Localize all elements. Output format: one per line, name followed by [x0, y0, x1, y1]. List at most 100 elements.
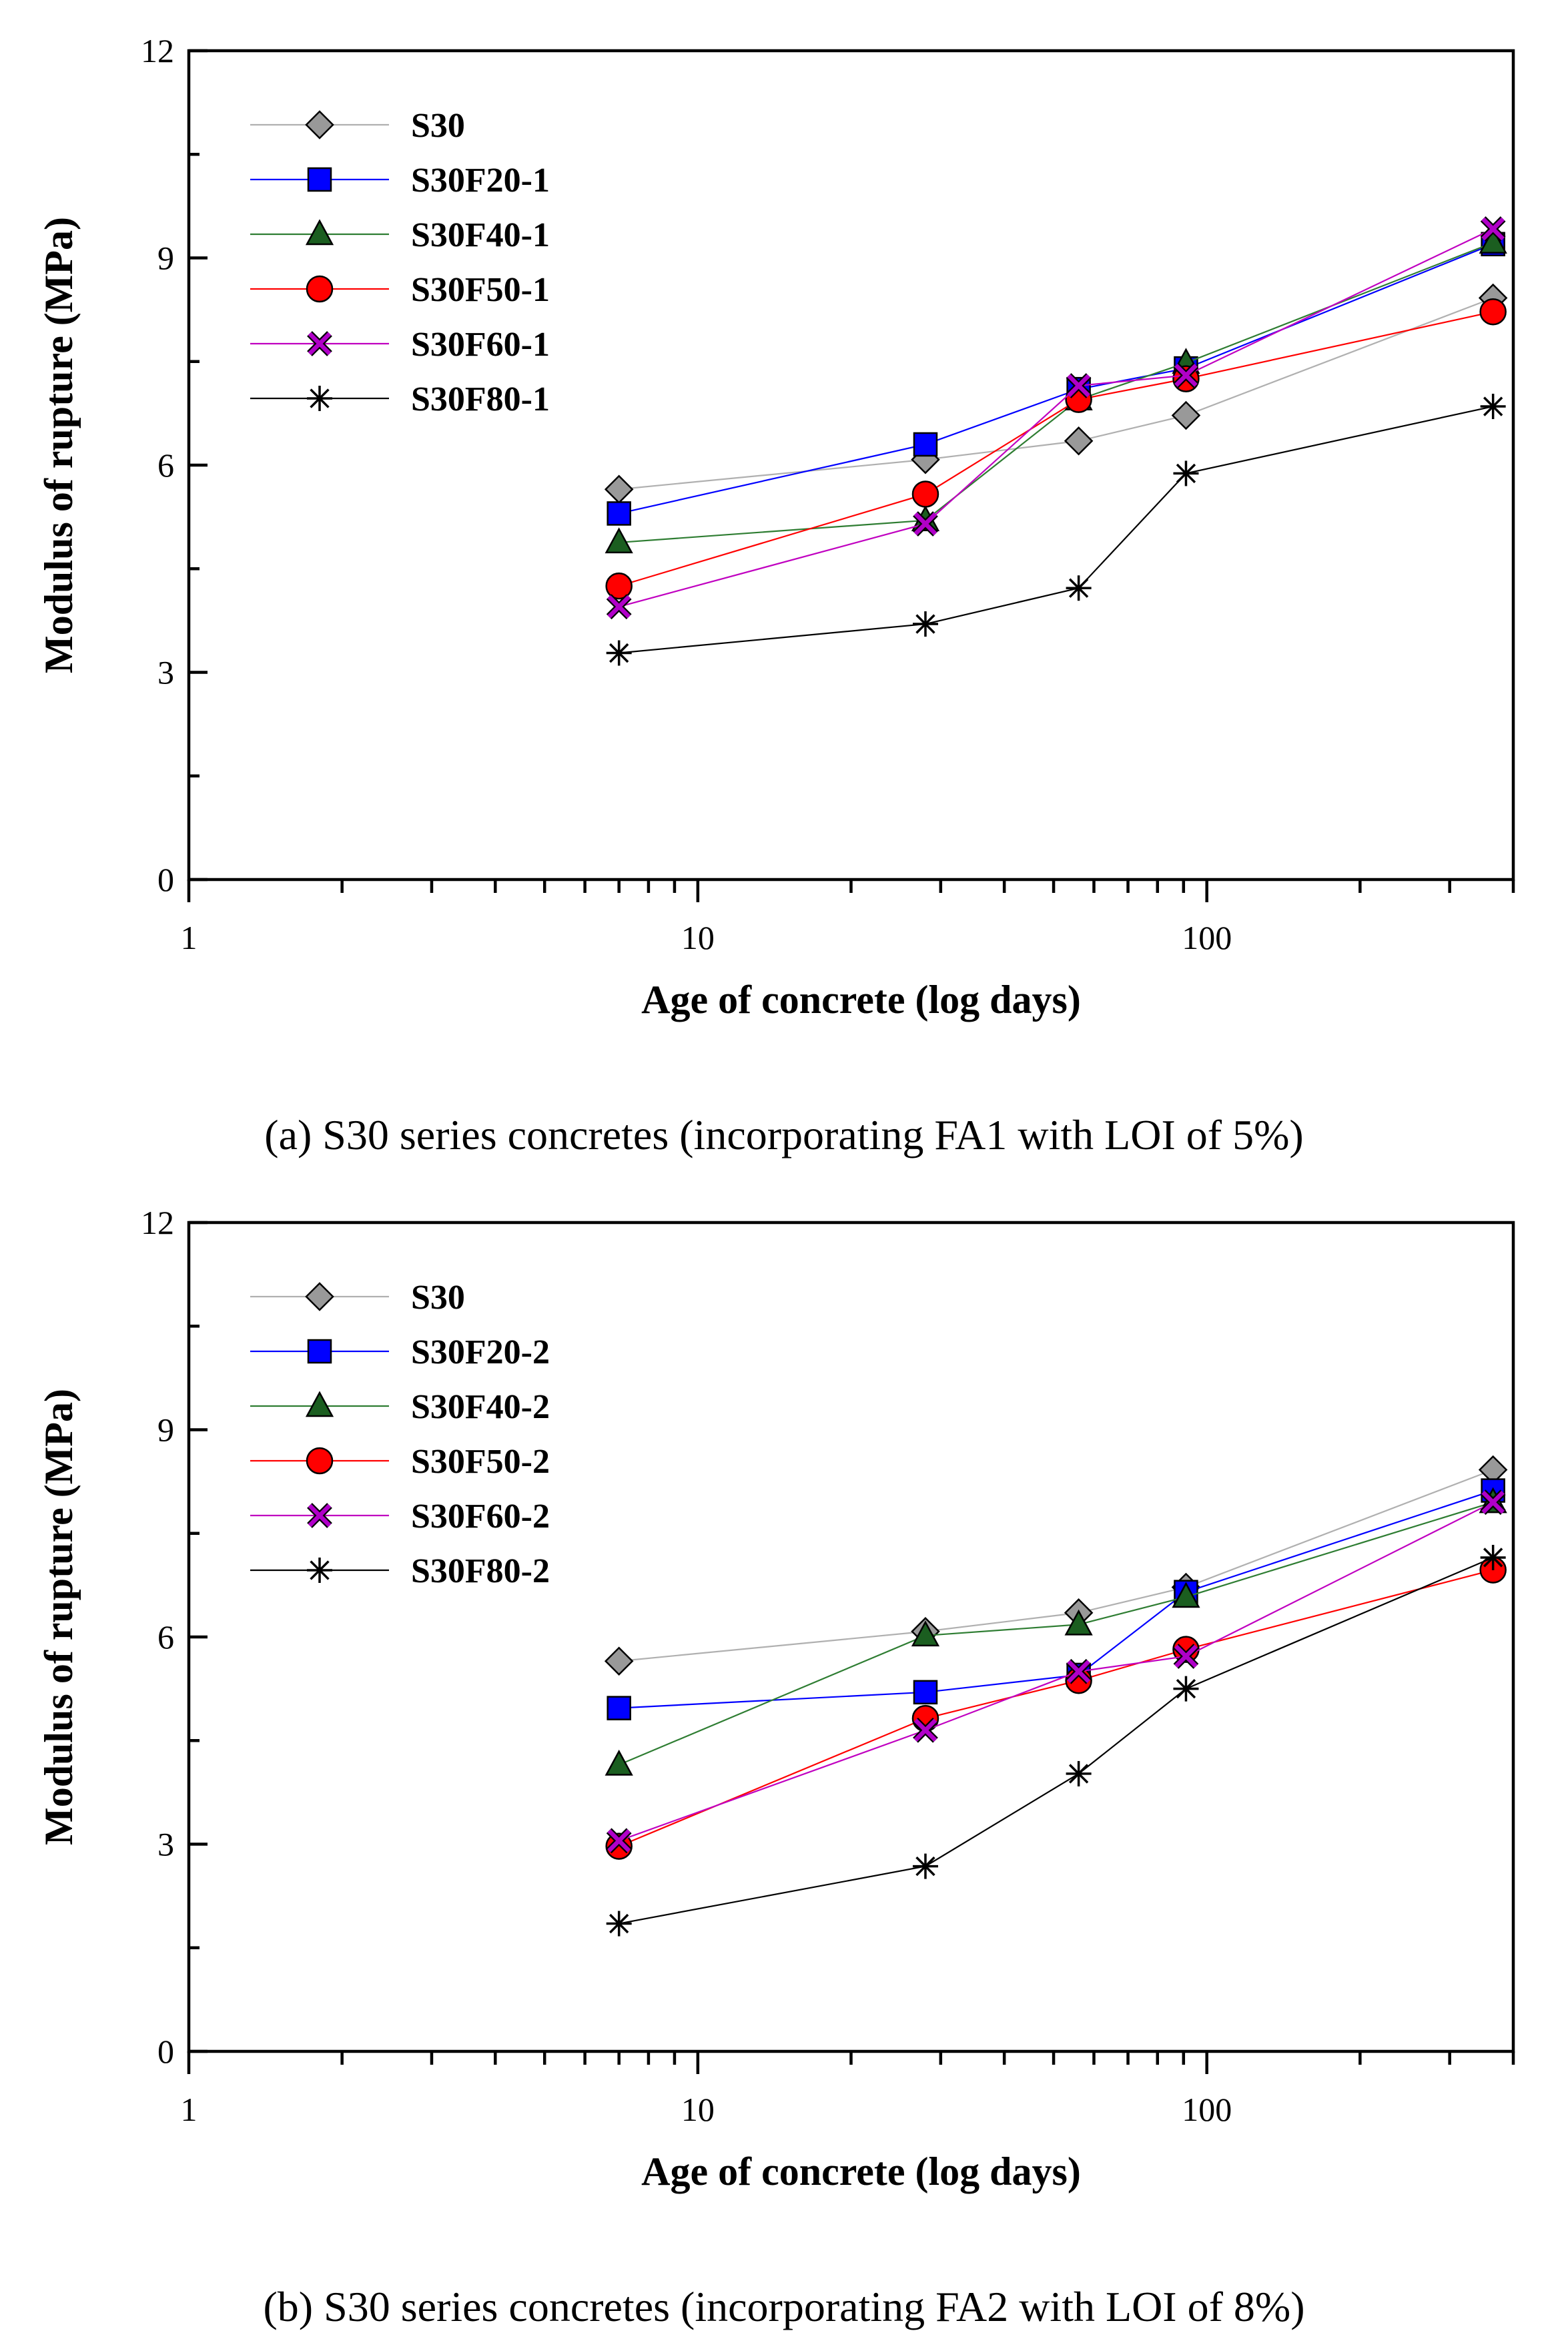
- series-S30F40-1: [605, 228, 1507, 554]
- data-point-triangle: [911, 1620, 940, 1647]
- data-point-circle: [911, 480, 939, 508]
- x-tick-label: 1: [181, 2091, 198, 2128]
- legend-label: S30F40-2: [411, 1388, 550, 1426]
- data-point-x: [913, 511, 938, 537]
- y-tick-label: 0: [157, 861, 174, 898]
- data-point-triangle: [1172, 1582, 1200, 1608]
- legend-marker: [305, 110, 334, 139]
- y-tick-label: 3: [157, 654, 174, 691]
- series-S30F20-1: [607, 232, 1505, 526]
- data-point-square: [913, 432, 938, 457]
- series-line: [619, 311, 1493, 587]
- series-S30: [604, 1455, 1508, 1676]
- data-point-triangle: [605, 1749, 633, 1776]
- series-line: [619, 1501, 1494, 1842]
- data-point-diamond: [1171, 400, 1201, 430]
- legend-label: S30F20-1: [411, 161, 550, 200]
- series-S30: [604, 283, 1508, 504]
- legend-label: S30: [411, 1279, 465, 1317]
- y-tick-label: 6: [157, 1618, 174, 1656]
- data-point-x: [913, 1717, 938, 1743]
- data-point-x: [1066, 373, 1092, 398]
- legend-marker: [307, 386, 332, 411]
- data-point-asterisk: [606, 640, 632, 666]
- legend: S30 S30F20-1 S30F40-1 S30F50-1 S30F60-1 S30F8…: [250, 107, 550, 418]
- series-S30F60-2: [606, 1489, 1506, 1854]
- series-line: [619, 242, 1494, 544]
- legend: S30 S30F20-2 S30F40-2 S30F50-2 S30F60-2 S30F8…: [250, 1279, 550, 1590]
- x-tick-label: 1: [181, 919, 198, 956]
- legend-marker: [305, 1391, 334, 1417]
- legend-marker: [307, 331, 332, 356]
- series-S30F20-2: [607, 1478, 1505, 1720]
- legend-marker: [306, 1447, 334, 1475]
- legend-marker: [307, 167, 332, 192]
- data-point-square: [607, 1696, 631, 1720]
- y-tick-label: 9: [157, 1411, 174, 1449]
- legend-label: S30F20-2: [411, 1333, 550, 1371]
- data-point-x: [606, 594, 632, 620]
- series-line: [619, 243, 1494, 515]
- data-point-x: [1480, 1489, 1506, 1516]
- data-point-asterisk: [1480, 1544, 1506, 1570]
- data-point-asterisk: [1173, 1676, 1199, 1702]
- series-S30F80-2: [606, 1544, 1506, 1937]
- series-S30F40-2: [605, 1487, 1507, 1776]
- x-tick-label: 100: [1182, 919, 1232, 956]
- legend-label: S30F60-2: [411, 1497, 550, 1536]
- y-tick-label: 3: [157, 1826, 174, 1863]
- data-point-x: [1066, 1658, 1092, 1684]
- data-point-asterisk: [606, 1911, 632, 1937]
- y-tick-label: 12: [141, 32, 174, 69]
- data-point-x: [1173, 1644, 1199, 1669]
- legend-label: S30: [411, 107, 465, 145]
- figure-caption: (a) S30 series concretes (incorporating …: [264, 1111, 1303, 1158]
- legend-marker: [305, 1282, 334, 1311]
- x-tick-label: 10: [681, 2091, 715, 2128]
- data-point-x: [1480, 216, 1506, 242]
- data-point-diamond: [604, 474, 634, 504]
- y-tick-label: 0: [157, 2033, 174, 2070]
- data-point-triangle: [1064, 1609, 1093, 1636]
- data-point-asterisk: [1480, 394, 1506, 420]
- series-S30F60-1: [606, 216, 1506, 620]
- plot-frame: [187, 49, 1515, 882]
- series-line: [619, 1556, 1494, 1925]
- data-point-diamond: [604, 1646, 634, 1676]
- y-tick-label: 12: [141, 1204, 174, 1241]
- legend-marker: [307, 1558, 332, 1583]
- legend-label: S30F50-1: [411, 271, 550, 309]
- data-point-asterisk: [1066, 575, 1092, 601]
- legend-marker: [307, 1339, 332, 1364]
- legend-label: S30F50-2: [411, 1443, 550, 1481]
- legend-label: S30F40-1: [411, 216, 550, 254]
- data-point-asterisk: [912, 1853, 938, 1879]
- data-point-asterisk: [1066, 1760, 1092, 1786]
- legend-label: S30F80-2: [411, 1552, 550, 1590]
- data-point-triangle: [605, 527, 633, 554]
- figure-caption: (b) S30 series concretes (incorporating …: [263, 2283, 1304, 2330]
- x-tick-label: 10: [681, 919, 715, 956]
- data-point-square: [607, 501, 631, 526]
- y-tick-label: 9: [157, 240, 174, 277]
- chart-panel-b: 0 3 6 9 12 1 10 100 Age of concrete (log days) Mo…: [37, 1204, 1515, 2330]
- data-point-x: [1173, 362, 1199, 388]
- data-point-circle: [605, 1832, 633, 1860]
- y-axis-title: Modulus of rupture (MPa): [37, 1389, 81, 1845]
- data-point-asterisk: [1173, 460, 1199, 486]
- legend-label: S30F80-1: [411, 380, 550, 418]
- data-point-asterisk: [912, 611, 938, 637]
- data-point-square: [913, 1680, 938, 1705]
- series-S30F80-1: [606, 394, 1506, 666]
- series-line: [619, 1489, 1494, 1709]
- legend-marker: [306, 275, 334, 303]
- x-tick-label: 100: [1182, 2091, 1232, 2128]
- legend-marker: [307, 1503, 332, 1528]
- x-axis-title: Age of concrete (log days): [641, 978, 1081, 1022]
- series-S30F50-2: [605, 1556, 1507, 1860]
- chart-panel-a: 0 3 6 9 12 1 10 100 Age of concrete (log days) Mo…: [37, 32, 1515, 1158]
- data-point-circle: [1479, 298, 1507, 326]
- data-point-diamond: [1064, 426, 1094, 456]
- data-point-x: [606, 1828, 632, 1854]
